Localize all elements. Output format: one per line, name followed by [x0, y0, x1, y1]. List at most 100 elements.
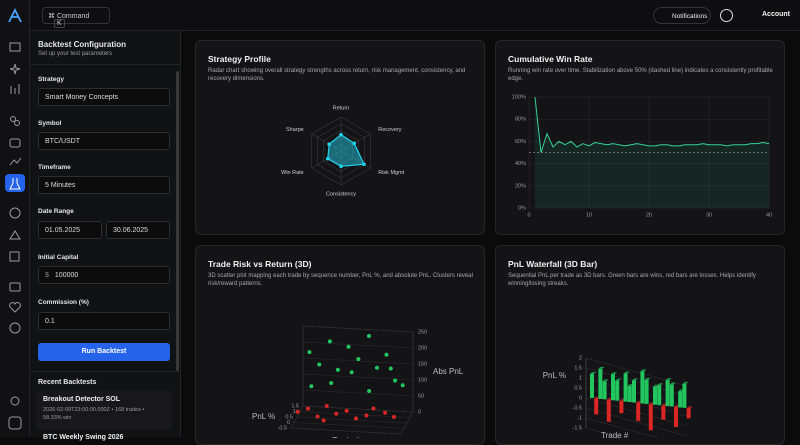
run-backtest-button[interactable]: Run Backtest — [38, 343, 170, 361]
field-label: Timeframe — [38, 164, 71, 171]
pnl-bar-top — [669, 382, 676, 385]
theme-toggle[interactable] — [720, 9, 733, 22]
card-title: Trade Risk vs Return (3D) — [208, 259, 312, 269]
bar3d-chart: -1.5 -1 -0.5 0 0.5 1 1.5 2 PnL % Trade # — [543, 355, 693, 438]
pnl-bar-top — [598, 366, 605, 369]
card-subtitle: 3D scatter plot mapping each trade by se… — [208, 273, 473, 287]
pnl-bar — [606, 399, 611, 422]
field-label: Commission (%) — [38, 299, 89, 306]
y-tick-label: 40% — [515, 161, 526, 167]
divider — [30, 64, 180, 65]
trade-point — [356, 357, 361, 362]
pnl-bar-top — [682, 381, 689, 384]
grid-line — [585, 407, 687, 437]
pnl-bar — [644, 379, 649, 404]
grid-line — [290, 427, 402, 435]
pnl-bar-top — [640, 369, 647, 372]
trade-point — [321, 418, 326, 423]
y-tick-label: 1 — [579, 375, 582, 381]
y-tick-label: 60% — [515, 139, 526, 145]
field-label: Initial Capital — [38, 254, 79, 261]
capital-input[interactable]: $100000 — [38, 266, 170, 284]
x-tick-label: 30 — [706, 212, 712, 218]
capital-value: 100000 — [54, 272, 79, 279]
pnl-bar — [640, 371, 645, 404]
grid-line — [585, 357, 687, 387]
commission-input[interactable]: 0.1 — [38, 312, 170, 330]
card-title: Strategy Profile — [208, 54, 271, 64]
trade-point — [306, 406, 311, 411]
link-icon[interactable] — [10, 116, 16, 122]
expand-button[interactable] — [8, 416, 22, 430]
z-tick-label: 100 — [418, 377, 427, 383]
chart-card: Cumulative Win Rate Running win rate over… — [495, 40, 785, 235]
strategy-select[interactable]: Smart Money Concepts — [38, 88, 170, 106]
trade-point — [315, 414, 320, 419]
dollar-icon[interactable] — [9, 322, 21, 334]
chart-card: PnL Waterfall (3D Bar) Sequential PnL per… — [495, 245, 785, 445]
radar-label: Consistency — [326, 191, 356, 197]
pnl-bar — [619, 401, 624, 414]
notifications-button[interactable]: Notifications — [653, 7, 711, 24]
backtest-nav-active[interactable] — [5, 174, 25, 192]
command-button[interactable]: ⌘ Command K — [42, 7, 110, 28]
date-from-input[interactable]: 01.05.2025 — [38, 221, 102, 239]
radar-point — [362, 162, 366, 167]
command-label: Command — [56, 13, 90, 20]
trade-point — [391, 414, 396, 419]
y-tick-label: 0 — [287, 420, 290, 426]
symbol-select[interactable]: BTC/USDT — [38, 132, 170, 150]
pnl-bar — [686, 408, 691, 419]
date-to-input[interactable]: 30.06.2025 — [106, 221, 170, 239]
timeframe-select[interactable]: 5 Minutes — [38, 176, 170, 194]
trade-point — [400, 383, 405, 388]
line-chart: 0% 20% 40% 60% 80% 100% 0 10 20 30 40 — [512, 94, 772, 218]
topbar: ⌘ Command K Notifications Account — [30, 0, 800, 31]
bank-icon[interactable] — [9, 230, 21, 240]
pnl-bar — [590, 374, 594, 398]
settings-icon[interactable] — [10, 396, 20, 406]
y-tick-label: 1 — [293, 409, 296, 415]
pnl-bar-top — [611, 372, 617, 375]
trade-point — [384, 352, 389, 357]
trade-point — [371, 406, 376, 411]
pnl-bar — [611, 374, 615, 401]
trend-icon[interactable] — [9, 157, 22, 166]
y-tick-label: 0.5 — [574, 385, 582, 391]
coin-icon[interactable] — [9, 207, 21, 219]
x-tick-label: 0 — [527, 212, 530, 218]
grid-line — [302, 341, 414, 349]
radar-point — [339, 132, 343, 137]
y-tick-label: 1.5 — [291, 403, 299, 409]
recent-name[interactable]: BTC Weekly Swing 2026 — [43, 434, 124, 441]
sparkle-icon[interactable] — [9, 63, 21, 75]
bot-icon[interactable] — [9, 138, 21, 148]
trade-point — [327, 339, 332, 344]
apps-icon[interactable] — [9, 251, 20, 262]
recent-title: Recent Backtests — [38, 379, 97, 386]
wallet-icon[interactable] — [9, 282, 21, 292]
radar-spoke — [340, 150, 371, 169]
trade-point — [309, 384, 314, 389]
field-label: Symbol — [38, 120, 62, 127]
account-button[interactable]: Account — [762, 11, 790, 18]
pnl-bar — [623, 373, 628, 402]
axis-label: PnL % — [252, 412, 275, 421]
y-tick-label: 1.5 — [574, 365, 582, 371]
home-icon[interactable] — [9, 42, 21, 52]
pnl-bar-top — [665, 378, 672, 381]
y-tick-label: -1 — [577, 415, 582, 421]
pnl-bar — [678, 391, 683, 408]
stats-icon[interactable] — [10, 84, 20, 94]
logo — [8, 7, 22, 23]
grid-line — [302, 373, 414, 381]
pnl-bar-top — [686, 406, 693, 409]
recent-item[interactable]: Breakout Detector SOL 2026-02-09T23:00:0… — [36, 390, 172, 430]
heart-icon[interactable] — [9, 302, 21, 313]
trade-point — [317, 362, 322, 367]
z-tick-label: 150 — [418, 361, 427, 367]
trade-point — [364, 413, 369, 418]
line-area — [535, 97, 769, 208]
y-tick-label: -0.5 — [278, 425, 287, 431]
z-tick-label: 0 — [418, 409, 421, 415]
